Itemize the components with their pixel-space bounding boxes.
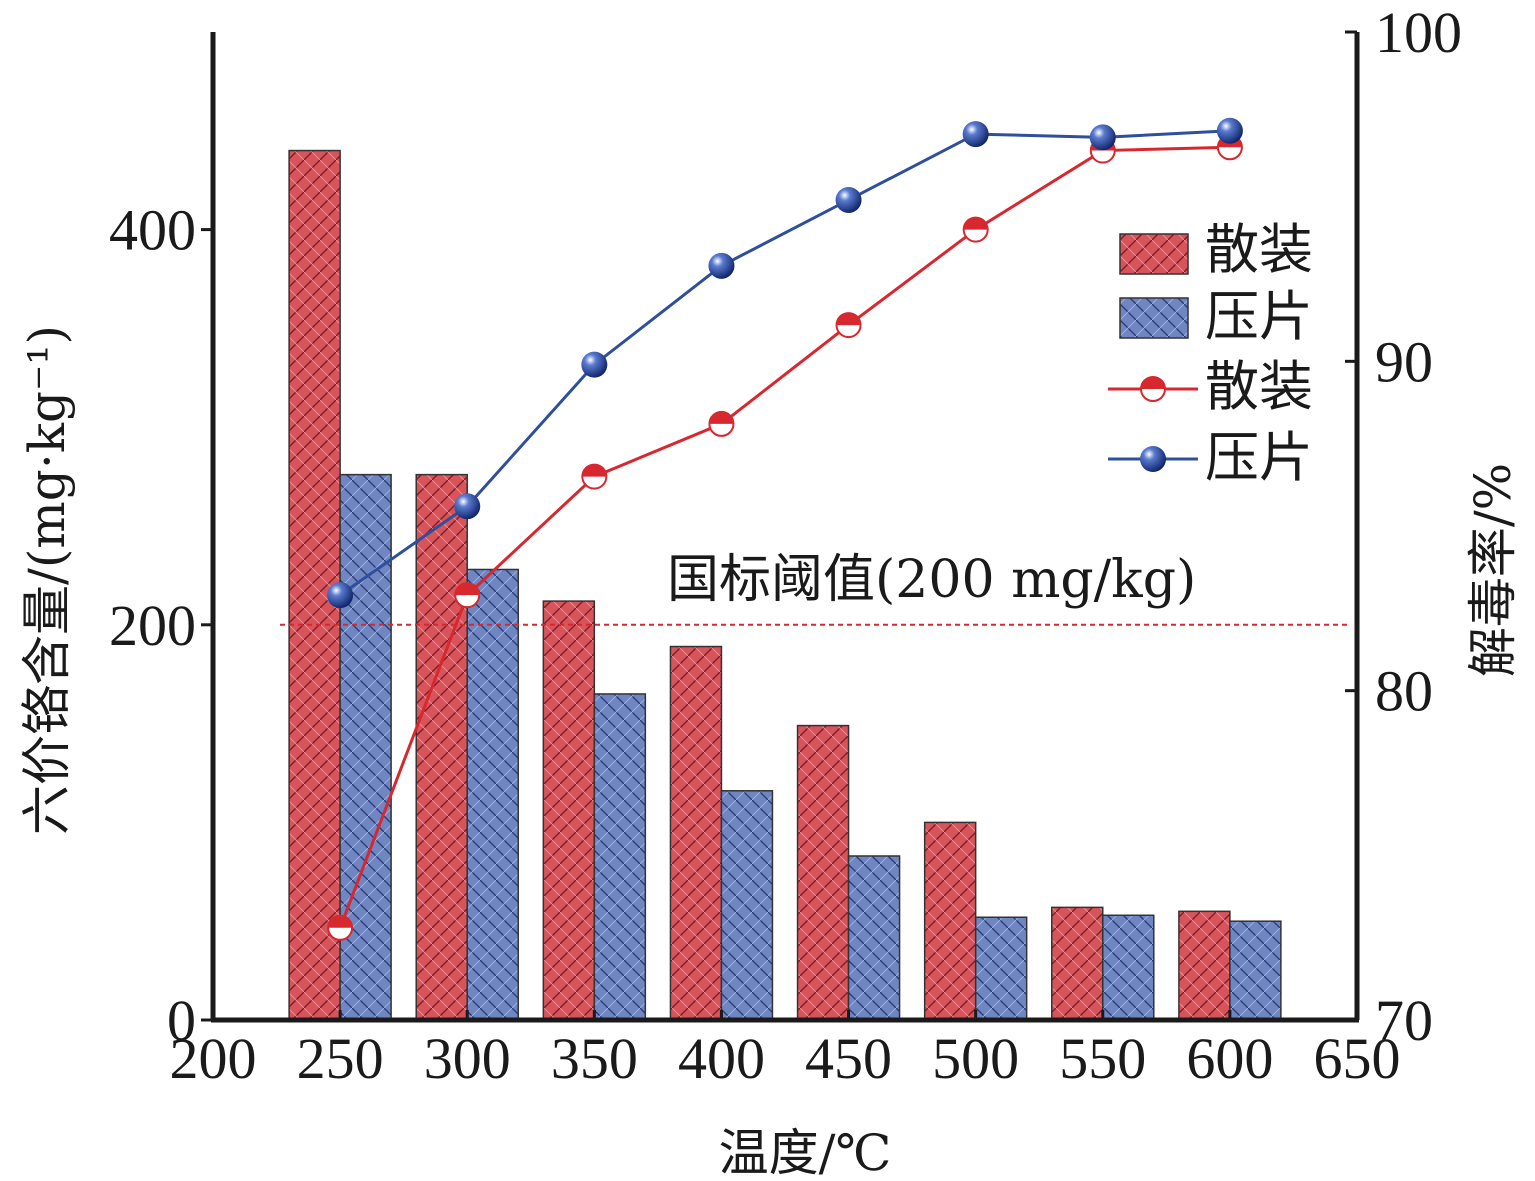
point-bulk-250 bbox=[327, 914, 354, 941]
y-left-tick-label-0: 0 bbox=[167, 988, 196, 1053]
x-axis-title: 温度/℃ bbox=[719, 1124, 892, 1181]
x-tick-label-300: 300 bbox=[424, 1026, 511, 1091]
bar-pressed-400 bbox=[720, 790, 774, 1021]
point-pressed-500 bbox=[962, 121, 989, 148]
line-bulk bbox=[338, 145, 1230, 929]
legend-label-bar-bulk: 散装 bbox=[1205, 218, 1313, 281]
bar-pressed-300 bbox=[466, 568, 519, 1021]
x-tick-label-400: 400 bbox=[678, 1026, 765, 1091]
bar-bulk-500 bbox=[923, 821, 977, 1021]
bar-bulk-600 bbox=[1178, 910, 1231, 1021]
x-tick-label-250: 250 bbox=[297, 1026, 384, 1091]
line-layer bbox=[327, 117, 1243, 941]
axes bbox=[210, 32, 1360, 1023]
bar-bulk-450 bbox=[796, 724, 850, 1021]
left-y-axis-title: 六价铬含量/(mg·kg⁻¹) bbox=[18, 325, 76, 835]
point-pressed-450 bbox=[835, 186, 862, 213]
legend-label-line-bulk: 散装 bbox=[1205, 355, 1313, 418]
legend-marker-pressed bbox=[1140, 446, 1166, 472]
bar-bulk-400 bbox=[669, 645, 723, 1021]
x-tick-label-600: 600 bbox=[1186, 1026, 1273, 1091]
right-y-axis-title: 解毒率/% bbox=[1464, 463, 1522, 677]
threshold-label: 国标阈值(200 mg/kg) bbox=[667, 550, 1196, 610]
y-right-tick-label-90: 90 bbox=[1375, 329, 1433, 394]
x-tick-label-450: 450 bbox=[805, 1026, 892, 1091]
legend-swatch-bar-pressed bbox=[1119, 297, 1189, 339]
point-pressed-550 bbox=[1089, 124, 1116, 151]
x-tick-label-650: 650 bbox=[1314, 1026, 1401, 1091]
bar-bulk-250 bbox=[288, 149, 341, 1021]
x-tick-label-550: 550 bbox=[1059, 1026, 1146, 1091]
legend-swatch-bar-bulk bbox=[1119, 233, 1189, 275]
y-left-tick-label-400: 400 bbox=[109, 198, 196, 263]
y-left-tick-label-200: 200 bbox=[109, 593, 196, 658]
bar-pressed-450 bbox=[847, 855, 901, 1021]
legend-marker-bulk bbox=[1140, 376, 1166, 402]
point-bulk-500 bbox=[962, 216, 989, 243]
bar-pressed-500 bbox=[974, 916, 1028, 1021]
bar-pressed-350 bbox=[593, 693, 647, 1021]
legend-label-bar-pressed: 压片 bbox=[1205, 285, 1313, 348]
y-right-tick-label-70: 70 bbox=[1375, 988, 1433, 1053]
point-pressed-400 bbox=[708, 252, 735, 279]
bar-pressed-550 bbox=[1102, 914, 1155, 1021]
point-bulk-300 bbox=[454, 582, 481, 609]
x-tick-label-500: 500 bbox=[932, 1026, 1019, 1091]
x-tick-label-200: 200 bbox=[170, 1026, 257, 1091]
point-pressed-350 bbox=[581, 351, 608, 378]
point-pressed-600 bbox=[1216, 117, 1243, 144]
line-pressed bbox=[339, 129, 1230, 597]
point-bulk-350 bbox=[581, 463, 608, 490]
tick-layer: 200 250 300 350 400 450 500 550 600 6500200400708… bbox=[109, 0, 1462, 1091]
bar-bulk-350 bbox=[542, 600, 596, 1021]
bar-bulk-300 bbox=[415, 473, 468, 1021]
bar-bulk-550 bbox=[1051, 906, 1104, 1021]
point-pressed-300 bbox=[454, 493, 481, 520]
y-right-tick-label-100: 100 bbox=[1375, 0, 1462, 65]
y-right-tick-label-80: 80 bbox=[1375, 659, 1433, 724]
point-pressed-250 bbox=[327, 582, 354, 609]
point-bulk-450 bbox=[835, 312, 862, 339]
point-bulk-400 bbox=[708, 410, 735, 437]
bar-pressed-600 bbox=[1229, 920, 1282, 1021]
legend: 散装 压片 散装 压片 bbox=[1108, 218, 1313, 489]
x-tick-label-350: 350 bbox=[551, 1026, 638, 1091]
legend-label-line-pressed: 压片 bbox=[1205, 426, 1313, 489]
